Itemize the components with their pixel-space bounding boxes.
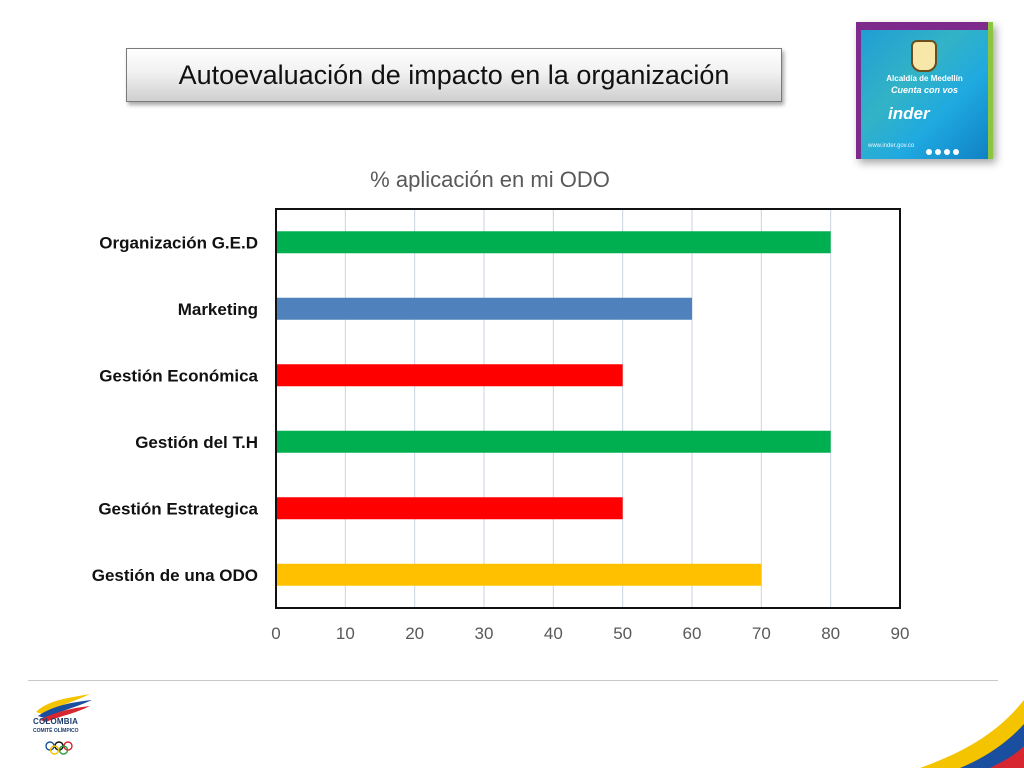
social-icons <box>926 142 962 159</box>
bar <box>277 430 831 453</box>
medellin-seal-icon <box>911 40 937 72</box>
bar <box>277 497 623 520</box>
chart-title: % aplicación en mi ODO <box>370 167 610 192</box>
x-tick-label: 30 <box>475 624 494 643</box>
coc-name: COLOMBIA <box>33 717 79 726</box>
slide-title: Autoevaluación de impacto en la organiza… <box>126 48 782 102</box>
olympic-committee-logo <box>36 694 92 755</box>
y-category-label: Gestión del T.H <box>135 433 258 452</box>
bar-chart: % aplicación en mi ODO Organización G.E.… <box>92 167 910 643</box>
x-tick-label: 90 <box>891 624 910 643</box>
y-category-label: Marketing <box>178 300 258 319</box>
logo-line2: Cuenta con vos <box>890 85 958 95</box>
x-tick-label: 20 <box>405 624 424 643</box>
logo-stripe-top <box>856 22 993 30</box>
bar <box>277 364 623 387</box>
x-tick-label: 80 <box>821 624 840 643</box>
x-tick-label: 50 <box>613 624 632 643</box>
y-category-label: Gestión Estrategica <box>98 499 258 518</box>
coc-subtitle: COMITÉ OLÍMPICO <box>33 728 79 734</box>
footer-divider <box>28 680 998 681</box>
x-tick-label: 0 <box>271 624 280 643</box>
logo-line1: Alcaldía de Medellín <box>886 74 963 83</box>
inder-logo: Alcaldía de Medellín Cuenta con vos inde… <box>856 22 993 159</box>
y-category-label: Gestión Económica <box>99 366 258 385</box>
y-category-label: Organización G.E.D <box>99 233 258 252</box>
plot-area <box>275 208 901 609</box>
logo-stripe-right <box>988 22 993 159</box>
logo-url: www.inder.gov.co <box>868 143 915 149</box>
corner-decoration <box>920 700 1024 768</box>
y-category-label: Gestión de una ODO <box>92 566 258 585</box>
logo-brand: inder <box>888 104 930 123</box>
bar <box>277 231 831 254</box>
x-tick-label: 10 <box>336 624 355 643</box>
logo-stripe-left <box>856 22 861 159</box>
bar <box>277 563 762 586</box>
x-tick-label: 70 <box>752 624 771 643</box>
x-tick-label: 60 <box>683 624 702 643</box>
plot-frame <box>275 208 901 609</box>
x-tick-label: 40 <box>544 624 563 643</box>
bar <box>277 297 692 320</box>
